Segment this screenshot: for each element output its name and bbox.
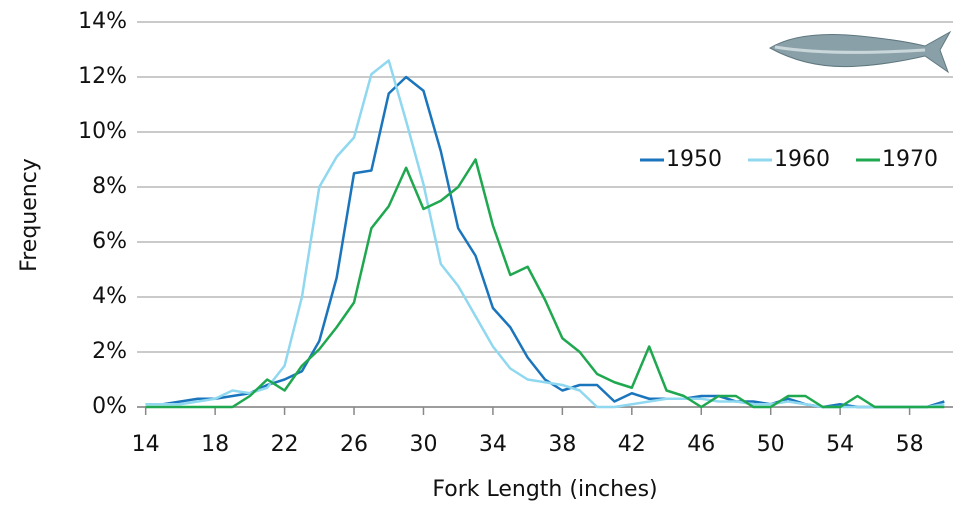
y-tick-label: 8% (92, 174, 127, 199)
x-tick-label: 26 (340, 432, 368, 457)
series-line (145, 59, 945, 409)
y-tick-label: 6% (92, 229, 127, 254)
legend-label: 1970 (882, 147, 938, 172)
y-tick-label: 12% (78, 64, 127, 89)
y-axis-label: Frequency (17, 158, 42, 272)
x-tick-label: 42 (618, 432, 646, 457)
y-tick-label: 2% (92, 339, 127, 364)
x-axis-label: Fork Length (inches) (432, 477, 657, 502)
y-tick-label: 14% (78, 9, 127, 34)
x-tick-label: 30 (409, 432, 437, 457)
y-tick-label: 4% (92, 284, 127, 309)
x-tick-label: 58 (896, 432, 924, 457)
x-tick-label: 18 (201, 432, 229, 457)
series-line (145, 158, 945, 409)
x-tick-label: 22 (271, 432, 299, 457)
x-tick-label: 14 (132, 432, 160, 457)
fish-icon (768, 30, 952, 74)
y-tick-label: 0% (92, 394, 127, 419)
legend-label: 1960 (774, 147, 830, 172)
x-tick-label: 38 (548, 432, 576, 457)
legend-label: 1950 (666, 147, 722, 172)
x-tick-label: 46 (687, 432, 715, 457)
x-tick-label: 34 (479, 432, 507, 457)
y-tick-label: 10% (78, 119, 127, 144)
x-tick-label: 54 (826, 432, 854, 457)
x-tick-label: 50 (757, 432, 785, 457)
